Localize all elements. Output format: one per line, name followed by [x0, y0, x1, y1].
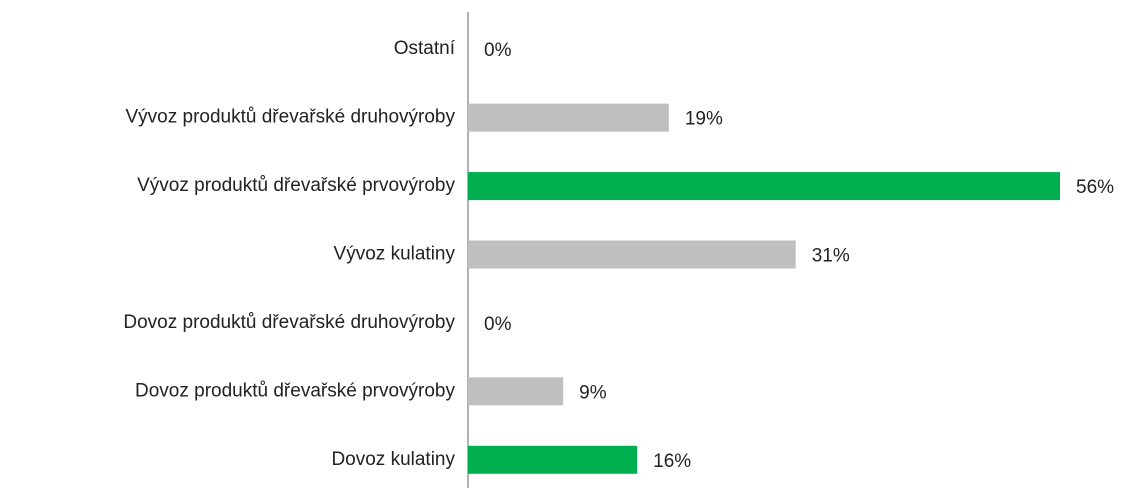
- y-tick-label: Dovoz kulatiny: [331, 449, 455, 470]
- data-label: 9%: [579, 382, 607, 403]
- data-label: 0%: [484, 314, 512, 335]
- y-tick-label: Dovoz produktů dřevařské prvovýroby: [135, 380, 455, 401]
- y-tick-label: Ostatní: [394, 38, 456, 59]
- bar: [468, 445, 638, 474]
- data-label: 19%: [685, 109, 723, 130]
- bar: [468, 240, 796, 269]
- y-tick-label: Dovoz produktů dřevařské druhovýroby: [123, 312, 455, 333]
- data-label: 31%: [812, 246, 850, 267]
- data-label: 16%: [653, 451, 691, 472]
- data-label: 0%: [484, 40, 512, 61]
- y-tick-label: Vývoz produktů dřevařské druhovýroby: [126, 107, 456, 128]
- y-tick-label: Vývoz produktů dřevařské prvovýroby: [137, 175, 455, 196]
- data-label: 56%: [1076, 177, 1114, 198]
- bar: [468, 103, 669, 132]
- bar: [468, 377, 564, 406]
- y-tick-label: Vývoz kulatiny: [334, 244, 456, 265]
- bar: [468, 172, 1060, 201]
